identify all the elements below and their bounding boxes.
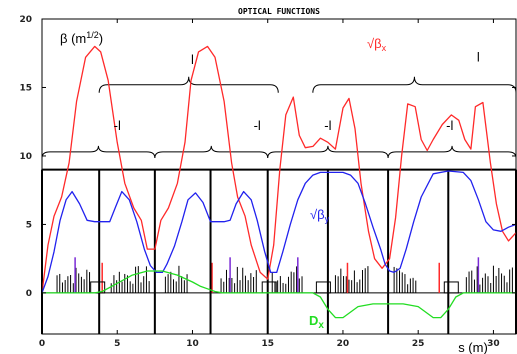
- brace-small-1: [41, 145, 156, 158]
- y-tick-label: 0: [26, 289, 32, 299]
- y-tick-label: 15: [19, 83, 32, 93]
- brace-small-3: [267, 145, 389, 158]
- annotation-label: -l: [254, 118, 261, 133]
- x-tick-label: 10: [186, 339, 199, 349]
- y-tick-label: 20: [19, 15, 32, 25]
- x-tick-label: 0: [39, 339, 45, 349]
- lattice-box: [261, 281, 277, 294]
- y-axis-label-sup: 1/2: [86, 30, 99, 40]
- x-tick-label: 25: [412, 339, 425, 349]
- x-axis-label: s (m): [458, 340, 488, 354]
- betax-line: [42, 45, 516, 293]
- y-tick-label: 10: [19, 152, 32, 162]
- x-axis-ticks: 0 5 10 15 20 25 30: [39, 19, 500, 349]
- lattice-elements: [42, 257, 516, 294]
- annotation-label: l: [191, 52, 194, 67]
- betay-label: √βy: [310, 207, 330, 224]
- brace-small-4: [387, 145, 517, 158]
- betax-label: √βx: [367, 36, 387, 53]
- y-axis-label-prefix: β (m: [60, 31, 86, 46]
- x-tick-label: 5: [114, 339, 120, 349]
- annotation-labels: l l -l -l -l -l: [114, 49, 480, 132]
- betay-line: [42, 170, 516, 294]
- annotation-label: -l: [114, 118, 121, 133]
- x-tick-label: 20: [337, 339, 350, 349]
- betax-label-main: √β: [367, 36, 382, 51]
- annotation-label: -l: [324, 118, 331, 133]
- betay-label-sub: y: [325, 214, 330, 224]
- dx-line: [42, 270, 516, 319]
- plot-frame: [41, 18, 517, 335]
- annotation-label: l: [477, 49, 480, 64]
- dx-label-main: D: [309, 313, 318, 328]
- lattice-box: [443, 281, 459, 294]
- x-tick-label: 30: [487, 339, 500, 349]
- y-axis-label: β (m1/2): [60, 30, 103, 46]
- annotation-label: -l: [446, 118, 453, 133]
- y-axis-ticks: 0 5 10 15 20: [19, 15, 516, 299]
- chart-title: OPTICAL FUNCTIONS: [238, 7, 320, 16]
- brace-large-right: [312, 76, 517, 93]
- betax-label-sub: x: [382, 43, 387, 53]
- brace-large-left: [98, 76, 279, 93]
- series-layer: [42, 45, 516, 319]
- lattice-box: [315, 281, 331, 294]
- y-tick-label: 5: [26, 220, 32, 230]
- brace-small-2: [154, 145, 269, 158]
- y-axis-label-suffix: ): [99, 31, 103, 46]
- dx-label-sub: x: [318, 320, 324, 331]
- cell-boundaries: [41, 168, 517, 334]
- x-tick-label: 15: [261, 339, 274, 349]
- betay-label-main: √β: [310, 207, 325, 222]
- dx-label: Dx: [309, 313, 324, 331]
